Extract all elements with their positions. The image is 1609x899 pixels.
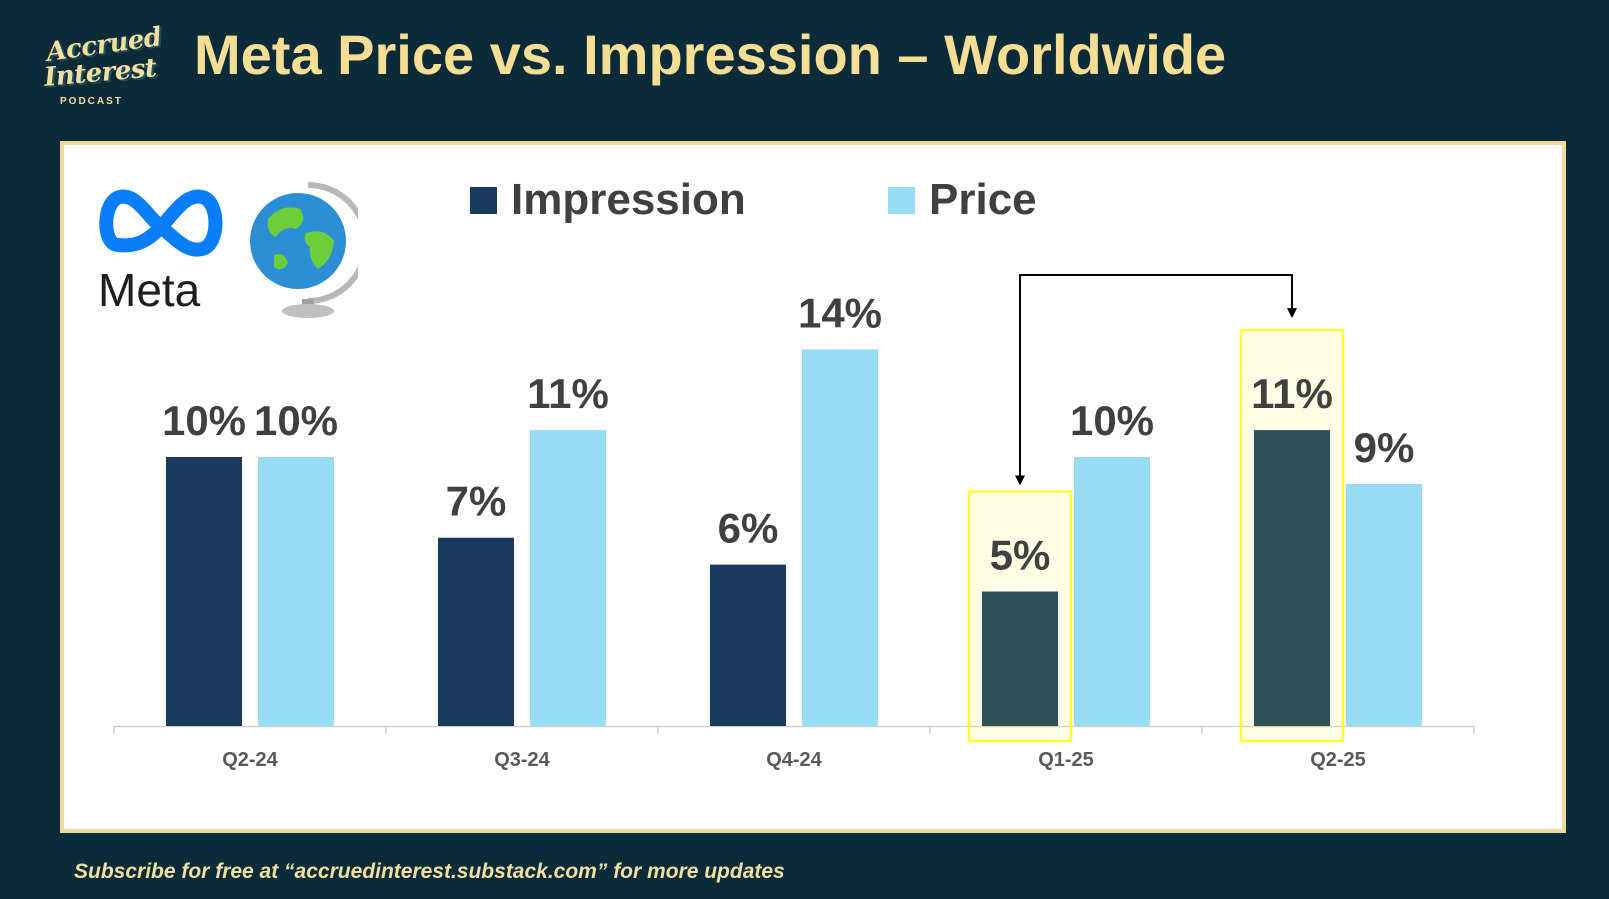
- bar-price-q3-24: [530, 430, 606, 726]
- data-label-impression-q1-25: 5%: [990, 532, 1051, 579]
- legend-swatch-impression: [470, 186, 497, 214]
- bar-impression-q2-24: [166, 457, 242, 726]
- data-label-impression-q2-25: 11%: [1251, 370, 1333, 417]
- legend-label-impression: Impression: [511, 175, 746, 224]
- legend-label-price: Price: [929, 175, 1037, 224]
- bar-impression-q4-24: [710, 564, 786, 726]
- bar-price-q2-24: [258, 457, 334, 726]
- bar-price-q4-24: [802, 349, 878, 726]
- chart-panel: Meta Impression Price 10% 10% Q2-24 7% 11% Q3…: [60, 141, 1566, 833]
- bar-chart: 10% 10%Q2-247%11%Q3-246%14%Q4-245%10%Q1-2…: [113, 274, 1475, 771]
- bar-impression-q3-24: [438, 537, 514, 726]
- bar-impression-q2-25: [1254, 430, 1330, 726]
- page-title: Meta Price vs. Impression – Worldwide: [194, 23, 1227, 86]
- data-label-price-q1-25: 10%: [1070, 397, 1154, 444]
- legend-item-impression: Impression: [470, 175, 746, 225]
- data-label-price-q4-24: 14%: [798, 289, 882, 336]
- x-tick-label-q2-25: Q2-25: [1310, 749, 1366, 771]
- bar-price-q2-25: [1346, 483, 1422, 726]
- logo-line-3: PODCAST: [60, 96, 123, 107]
- data-label-impression-q2-24: 10%: [162, 397, 246, 444]
- accrued-interest-logo: Accrued Interest PODCAST: [40, 14, 163, 114]
- x-tick-label-q4-24: Q4-24: [766, 749, 822, 771]
- globe-icon: [250, 182, 358, 318]
- data-label-price-q2-25: 9%: [1354, 424, 1415, 471]
- data-label-impression-q3-24: 7%: [446, 478, 507, 525]
- data-label-price-q2-24: 10%: [254, 397, 338, 444]
- footer-note: Subscribe for free at “accruedinterest.s…: [74, 860, 785, 883]
- data-label-impression-q4-24: 6%: [718, 505, 779, 552]
- bar-price-q1-25: [1074, 457, 1150, 726]
- bar-impression-q1-25: [982, 591, 1058, 726]
- x-tick-label-q2-24: Q2-24: [222, 749, 278, 771]
- legend-item-price: Price: [888, 175, 1037, 225]
- annotation-arrow-line: [1019, 274, 1293, 480]
- data-label-price-q3-24: 11%: [527, 370, 609, 417]
- meta-infinity-icon: [99, 189, 223, 257]
- annotation-arrowhead: [1015, 475, 1025, 486]
- legend-swatch-price: [888, 186, 915, 214]
- x-tick-label-q3-24: Q3-24: [494, 749, 550, 771]
- annotation-arrowhead: [1287, 308, 1297, 319]
- meta-wordmark: Meta: [98, 264, 201, 316]
- x-tick-label-q1-25: Q1-25: [1038, 749, 1094, 771]
